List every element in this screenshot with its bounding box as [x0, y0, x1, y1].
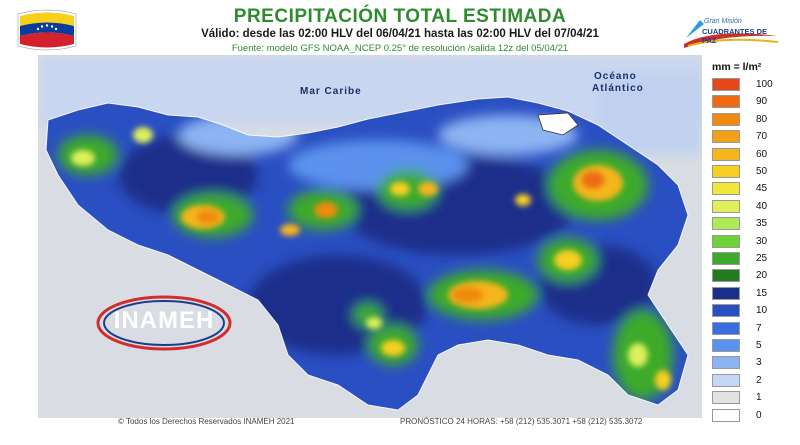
legend-item: 7	[712, 321, 798, 336]
legend-value: 35	[756, 218, 768, 230]
legend-item: 30	[712, 234, 798, 249]
flag-icon	[17, 9, 77, 51]
legend-value: 70	[756, 131, 768, 143]
cuadrantes-de-paz-logo: Gran Misión CUADRANTES DE PAZ	[682, 14, 782, 50]
legend-swatch	[712, 234, 740, 248]
legend-unit: mm = l/m²	[712, 61, 762, 73]
legend-swatch	[712, 408, 740, 422]
oceano-label: Océano	[594, 71, 637, 82]
legend-value: 10	[756, 305, 768, 317]
country-border	[45, 96, 689, 411]
legend-swatch	[712, 147, 740, 161]
legend-swatch	[712, 112, 740, 126]
legend-item: 90	[712, 95, 798, 109]
cuadrantes-logo-icon	[684, 20, 779, 48]
legend-swatch	[712, 199, 740, 213]
legend-item: 40	[712, 199, 798, 214]
atlantico-label: Atlántico	[592, 83, 644, 94]
legend-value: 0	[756, 409, 762, 421]
legend-item: 25	[712, 252, 798, 266]
legend-value: 90	[756, 96, 768, 108]
legend-value: 1	[756, 392, 762, 404]
legend-value: 5	[756, 340, 762, 351]
legend-item: 2	[712, 373, 798, 388]
legend-swatch	[712, 356, 740, 370]
legend-swatch	[712, 269, 740, 283]
legend-swatch	[712, 304, 740, 318]
legend-item: 70	[712, 130, 798, 144]
legend-value: 15	[756, 287, 768, 299]
mar-caribe-label: Mar Caribe	[300, 86, 362, 97]
legend-swatch	[712, 130, 740, 144]
legend-swatch	[712, 95, 740, 109]
legend-swatch	[712, 286, 740, 300]
legend-value: 60	[756, 148, 768, 160]
legend-item: 15	[712, 286, 798, 301]
legend-value: 80	[756, 113, 768, 125]
legend-value: 20	[756, 270, 768, 282]
legend-item: 80	[712, 112, 798, 127]
legend-value: 100	[756, 79, 773, 90]
copyright-text: © Todos los Derechos Reservados INAMEH 2…	[118, 417, 295, 426]
legend-swatch	[712, 391, 740, 405]
legend-item: 5	[712, 339, 798, 353]
legend-item: 45	[712, 182, 798, 196]
legend-swatch	[712, 252, 740, 265]
legend-value: 45	[756, 183, 768, 195]
legend-item: 35	[712, 217, 798, 231]
inameh-text: INAMEH	[113, 307, 215, 334]
legend-value: 30	[756, 235, 768, 247]
gran-mision-text: Gran Misión	[704, 18, 742, 25]
legend-item: 0	[712, 408, 798, 423]
legend-value: 40	[756, 200, 768, 212]
venezuela-flag-logo	[14, 8, 80, 52]
forecast-contact-text: PRONÓSTICO 24 HORAS: +58 (212) 535.3071 …	[400, 417, 643, 426]
legend-item: 60	[712, 147, 798, 162]
legend-value: 3	[756, 357, 762, 369]
legend-swatch	[712, 373, 740, 387]
legend-item: 1	[712, 391, 798, 405]
cuadrantes-text: CUADRANTES DE PAZ	[702, 27, 768, 45]
map-title: PRECIPITACIÓN TOTAL ESTIMADA	[233, 6, 567, 27]
legend-item: 20	[712, 269, 798, 283]
legend-swatch	[712, 339, 740, 352]
inameh-logo-icon	[96, 295, 232, 351]
legend-swatch	[712, 182, 740, 196]
legend-value: 7	[756, 322, 762, 334]
legend-swatch	[712, 165, 740, 178]
legend-item: 3	[712, 356, 798, 370]
trinidad-island	[537, 112, 579, 136]
precipitation-map: Mar Caribe Océano Atlántico INAMEH	[38, 55, 702, 418]
legend-item: 100	[712, 78, 798, 92]
validity-text: Válido: desde las 02:00 HLV del 06/04/21…	[201, 28, 599, 40]
legend-swatch	[712, 78, 740, 91]
legend-swatch	[712, 217, 740, 231]
inameh-logo: INAMEH	[94, 293, 234, 355]
precipitation-field	[46, 97, 688, 410]
map-canvas	[38, 55, 702, 418]
legend-swatch	[712, 321, 740, 335]
source-text: Fuente: modelo GFS NOAA_NCEP 0.25° de re…	[231, 43, 569, 54]
legend-item: 50	[712, 165, 798, 179]
legend-item: 10	[712, 304, 798, 318]
legend-value: 2	[756, 374, 762, 386]
legend-value: 25	[756, 253, 768, 264]
legend-value: 50	[756, 166, 768, 177]
